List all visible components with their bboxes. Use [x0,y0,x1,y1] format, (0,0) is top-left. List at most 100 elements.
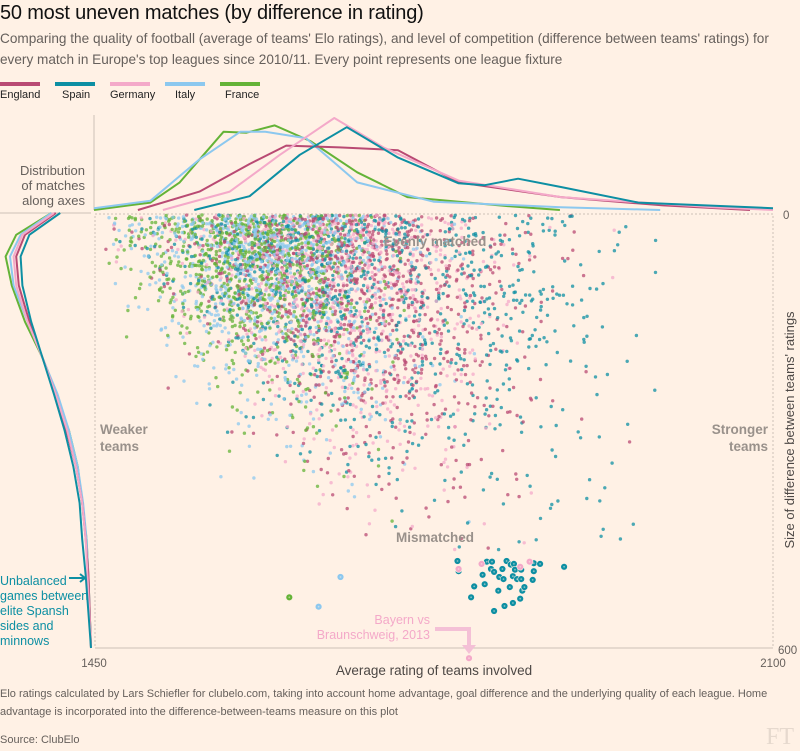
scatter-point [481,259,486,264]
scatter-point [303,240,308,244]
scatter-point [385,439,390,443]
scatter-point [523,230,528,235]
scatter-point [415,277,419,281]
scatter-point [329,481,333,485]
scatter-point [312,333,316,337]
scatter-point [393,524,398,529]
scatter-point [394,425,398,429]
scatter-point [283,237,288,241]
ft-logo: FT [765,724,794,750]
scatter-point [275,238,279,243]
scatter-point [365,247,369,252]
scatter-point [195,307,200,312]
scatter-point [362,269,366,273]
scatter-point [266,417,270,421]
scatter-point [259,281,264,286]
scatter-point [339,448,344,452]
scatter-point [245,398,250,402]
scatter-point [345,213,349,218]
scatter-point [458,294,462,298]
scatter-point [326,456,330,461]
scatter-point [352,237,356,241]
scatter-point [356,390,360,395]
scatter-point [515,341,519,345]
scatter-point [152,270,156,274]
scatter-point [154,281,158,285]
scatter-point [342,322,347,327]
scatter-point [197,264,202,268]
scatter-point [284,249,289,253]
density-curve-spain [194,126,774,211]
scatter-point [370,270,374,274]
scatter-point [401,468,405,472]
scatter-point [370,286,374,290]
scatter-point [653,388,657,392]
scatter-point [274,255,278,260]
scatter-point [254,311,259,315]
scatter-point [315,276,319,280]
scatter-point [382,293,386,297]
scatter-point [211,275,215,279]
scatter-point [225,430,230,434]
scatter-point [140,246,144,251]
scatter-point [276,338,280,342]
scatter-point [275,251,280,255]
scatter-point [301,343,306,347]
scatter-point [405,280,409,284]
scatter-point [383,384,387,388]
scatter-point [276,305,281,309]
scatter-point [257,354,261,358]
scatter-point [243,239,248,243]
legend-swatch [0,82,40,86]
scatter-point [420,343,425,347]
scatter-point [382,318,386,322]
scatter-point [298,452,303,456]
scatter-point [331,295,336,299]
scatter-point [308,412,313,416]
scatter-point [509,316,513,321]
scatter-point [180,292,185,296]
scatter-point [370,262,374,267]
scatter-point [305,264,309,268]
scatter-point [491,404,495,408]
scatter-point [462,271,466,275]
scatter-point [325,230,329,234]
scatter-point [381,309,386,313]
scatter-point [237,297,242,301]
scatter-point [200,237,204,241]
scatter-point [498,423,502,427]
scatter-point [340,298,344,302]
scatter-point [305,298,309,302]
scatter-point [515,413,519,418]
scatter-point [379,239,384,244]
scatter-point [355,326,359,330]
scatter-point [371,241,375,246]
scatter-point [374,347,379,352]
scatter-point [281,252,285,257]
scatter-point [258,252,262,256]
scatter-point [205,263,209,267]
scatter-point [288,413,292,417]
scatter-point [291,354,295,358]
scatter-point [238,233,243,237]
scatter-point [314,286,319,291]
scatter-point [301,389,305,394]
scatter-point [181,244,186,248]
scatter-point [526,221,530,226]
scatter-point [277,272,281,276]
scatter-point [321,257,325,262]
scatter-point [488,475,492,479]
scatter-point [316,236,320,240]
scatter-point [250,251,255,255]
scatter-point [210,219,214,223]
scatter-point [279,259,283,263]
scatter-point [317,254,321,258]
scatter-point [283,376,287,380]
scatter-point [377,228,381,232]
scatter-point [409,235,414,240]
scatter-point [381,313,385,317]
scatter-point [228,317,232,321]
scatter-point [493,242,497,246]
scatter-point [278,291,282,295]
scatter-point [229,256,234,260]
